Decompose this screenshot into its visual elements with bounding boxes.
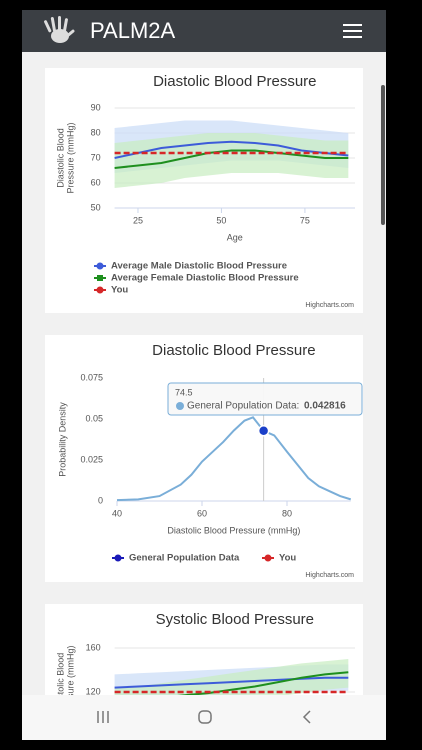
- y-axis-label: Probability Density: [57, 402, 67, 477]
- series-line: [114, 140, 349, 159]
- y-tick-label: 0.075: [80, 372, 103, 382]
- nav-recent[interactable]: [97, 711, 109, 723]
- y-axis-label: Systolic Blood: [55, 653, 65, 710]
- y-tick-label: 90: [91, 102, 101, 112]
- y-tick-label: 0.05: [85, 413, 103, 423]
- y-tick-label: 50: [91, 202, 101, 212]
- y-tick-label: 70: [91, 152, 101, 162]
- series-line: [114, 676, 349, 689]
- legend-marker: [96, 262, 104, 270]
- legend-label[interactable]: General Population Data: [129, 553, 240, 564]
- x-tick-label: 25: [133, 215, 143, 225]
- series-line: [114, 149, 349, 169]
- nav-bar: [22, 695, 386, 740]
- credits: Highcharts.com: [305, 572, 354, 579]
- chart-title: Diastolic Blood Pressure: [152, 342, 315, 359]
- x-tick-label: 80: [282, 508, 292, 518]
- y-tick-label: 0.025: [80, 454, 103, 464]
- x-axis-label: Diastolic Blood Pressure (mmHg): [167, 525, 300, 535]
- scrollbar: [381, 85, 385, 225]
- tooltip-header: 74.5: [175, 387, 193, 397]
- x-axis-label: Age: [227, 232, 243, 242]
- x-tick-label: 60: [197, 508, 207, 518]
- app-title: PALM2A: [90, 18, 176, 43]
- legend-label[interactable]: You: [111, 285, 128, 296]
- legend-marker: [264, 554, 272, 562]
- legend-marker: [96, 286, 104, 294]
- y-axis-label: Pressure (mmHg): [65, 645, 75, 716]
- y-axis-label: Pressure (mmHg): [65, 122, 75, 193]
- y-tick-label: 0: [98, 495, 103, 505]
- y-tick-label: 120: [86, 686, 101, 696]
- range-band: [114, 659, 349, 695]
- legend-label[interactable]: You: [279, 553, 296, 564]
- chart-title: Systolic Blood Pressure: [156, 611, 314, 628]
- legend-marker: [114, 554, 122, 562]
- tooltip-label: General Population Data:: [187, 401, 299, 412]
- hover-point: [257, 425, 270, 437]
- x-tick-label: 40: [112, 508, 122, 518]
- hand-logo: [44, 16, 75, 43]
- y-tick-label: 60: [91, 177, 101, 187]
- y-tick-label: 160: [86, 642, 101, 652]
- x-tick-label: 75: [300, 215, 310, 225]
- tooltip-marker: [176, 402, 184, 410]
- nav-back[interactable]: [302, 710, 311, 724]
- legend-label[interactable]: Average Female Diastolic Blood Pressure: [111, 273, 299, 284]
- menu-button[interactable]: [343, 24, 362, 38]
- legend-marker: [97, 275, 103, 281]
- tooltip-box: [167, 382, 363, 416]
- credits: Highcharts.com: [305, 302, 354, 309]
- x-tick-label: 50: [216, 215, 226, 225]
- tooltip-value: 0.042816: [304, 401, 346, 412]
- series-line: [116, 416, 352, 502]
- legend-label[interactable]: Average Male Diastolic Blood Pressure: [111, 261, 287, 272]
- card: [45, 68, 363, 313]
- series-line: [177, 671, 349, 695]
- chart-title: Diastolic Blood Pressure: [153, 73, 316, 90]
- y-axis-label: Diastolic Blood: [55, 128, 65, 188]
- nav-home[interactable]: [198, 710, 212, 724]
- app-bar: [22, 10, 386, 52]
- y-tick-label: 80: [91, 127, 101, 137]
